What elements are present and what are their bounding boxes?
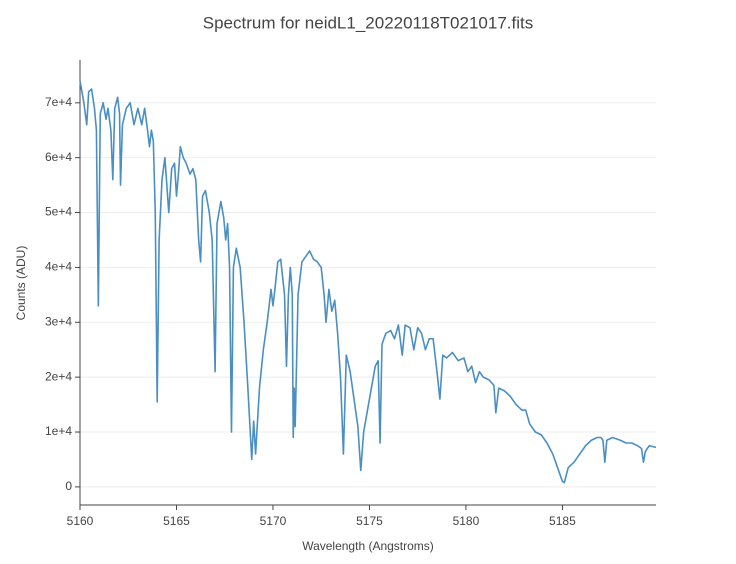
- y-tick-label: 5e+4: [45, 205, 72, 219]
- y-tick-label: 7e+4: [45, 95, 72, 109]
- x-axis-title: Wavelength (Angstroms): [302, 539, 434, 553]
- x-tick-label: 5175: [356, 514, 383, 528]
- y-tick-label: 6e+4: [45, 150, 72, 164]
- x-tick-label: 5160: [67, 514, 94, 528]
- y-tick-label: 0: [65, 479, 72, 493]
- spectrum-line: [79, 80, 657, 484]
- x-tick-label: 5180: [453, 514, 480, 528]
- x-tick-label: 5165: [163, 514, 190, 528]
- y-tick-label: 1e+4: [45, 424, 72, 438]
- y-axis-title: Counts (ADU): [14, 246, 28, 321]
- x-tick-label: 5185: [549, 514, 576, 528]
- y-tick-label: 4e+4: [45, 260, 72, 274]
- y-tick-label: 2e+4: [45, 369, 72, 383]
- y-tick-label: 3e+4: [45, 314, 72, 328]
- chart-title: Spectrum for neidL1_20220118T021017.fits: [203, 13, 533, 32]
- x-tick-label: 5170: [260, 514, 287, 528]
